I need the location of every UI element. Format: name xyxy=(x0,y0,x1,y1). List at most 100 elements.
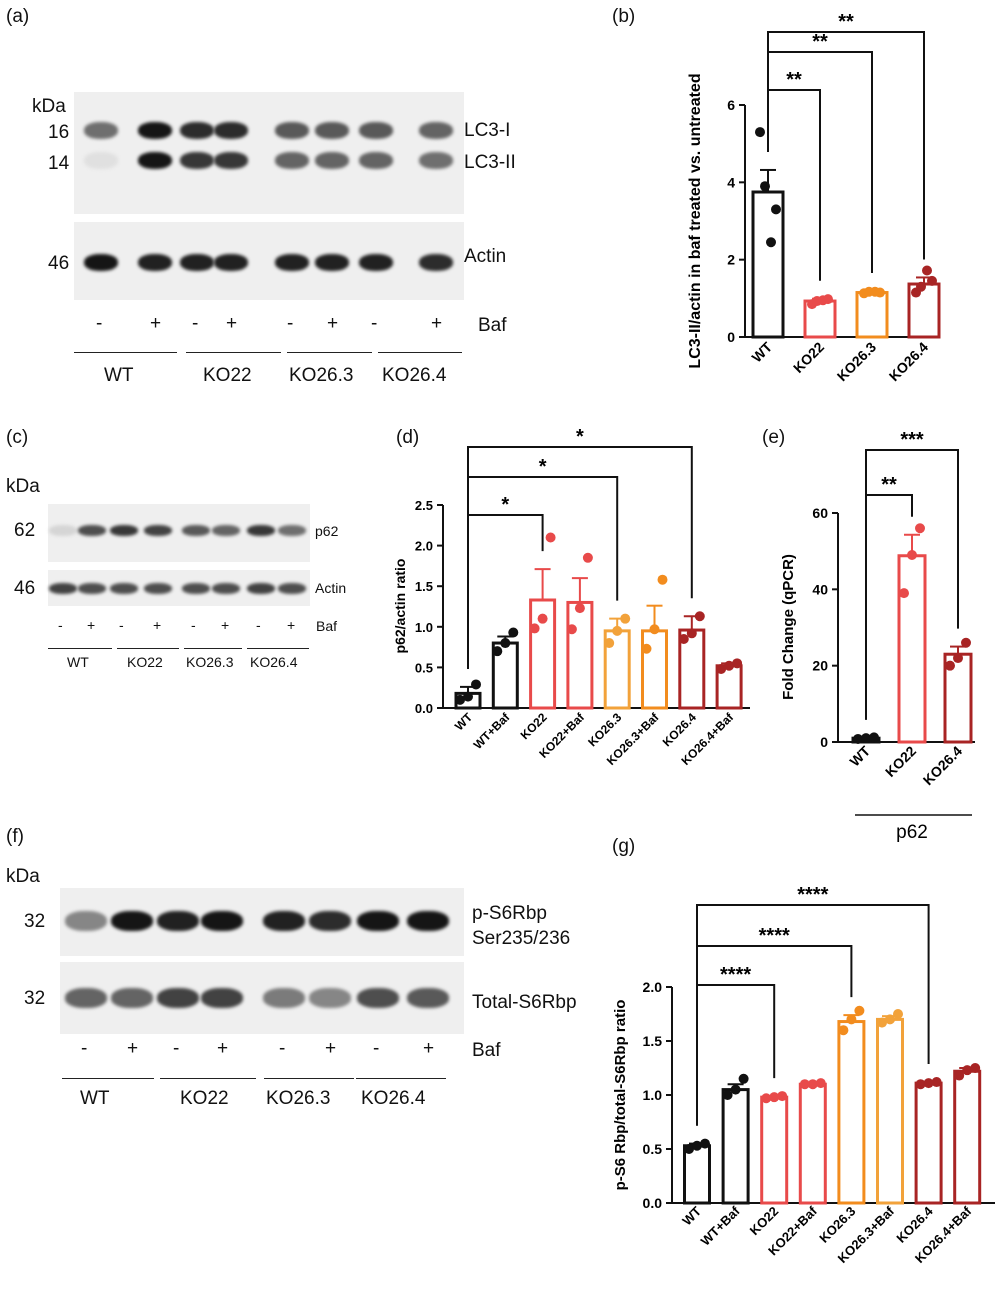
chart-0-point-4-2 xyxy=(916,281,926,292)
chart-1-point-5-1 xyxy=(604,638,615,649)
chart-1-point-8-1 xyxy=(716,664,727,675)
chart-3-point-2-1 xyxy=(722,1090,733,1100)
baf-sign-lane-1: - xyxy=(58,617,63,633)
band-p-s6rbp-lane-3 xyxy=(157,911,199,931)
band-p62-lane-3 xyxy=(110,524,138,536)
chart-2-sig-bracket-2 xyxy=(865,449,959,720)
chart-3-sig-label-2: **** xyxy=(759,925,790,947)
group-ko22: KO22 xyxy=(127,654,163,670)
group-ko263: KO26.3 xyxy=(289,365,354,386)
group-wt: WT xyxy=(80,1088,110,1109)
mw-46: 46 xyxy=(14,578,36,599)
chart-3-category-label: WT+Baf xyxy=(698,1203,744,1249)
chart-1-sig-label-1: * xyxy=(501,494,509,516)
chart-0-category-label: KO22 xyxy=(790,339,827,376)
chart-1-point-4-2 xyxy=(574,603,585,614)
chart-2-point-2-3 xyxy=(915,523,925,534)
band-label-actin: Actin xyxy=(315,580,347,596)
band-label-ps6: p-S6Rbp xyxy=(472,903,547,924)
band-p62-lane-1 xyxy=(49,524,77,536)
band-total-s6rbp-lane-2 xyxy=(111,988,153,1008)
chart-1-sig-label-3: * xyxy=(576,426,584,448)
chart-0-category-label: KO26.4 xyxy=(886,339,932,385)
chart-1-y-tick-label: 0.0 xyxy=(415,701,433,716)
chart-1-point-4-3 xyxy=(582,552,593,563)
chart-3-point-4-1 xyxy=(799,1079,810,1090)
band-lc3-i-lane-5 xyxy=(275,121,309,139)
chart-2-sig-label-2: *** xyxy=(900,429,924,451)
band-lc3-i-lane-6 xyxy=(315,121,349,139)
chart-1-point-6-1 xyxy=(641,643,652,654)
band-lc3-i-lane-8 xyxy=(419,121,453,139)
chart-0-point-4-3 xyxy=(927,275,937,286)
chart-2-point-1-3 xyxy=(869,732,879,743)
chart-1-bar-4 xyxy=(566,600,594,710)
chart-1-point-3-1 xyxy=(529,623,540,634)
panel-g-letter: (g) xyxy=(612,836,636,857)
chart-3-point-7-2 xyxy=(923,1078,934,1089)
chart-1-sig-label-2: * xyxy=(539,456,547,478)
chart-0-point-1-1 xyxy=(755,127,765,138)
chart-0-point-3-4 xyxy=(870,286,880,297)
band-total-s6rbp-lane-6 xyxy=(309,988,351,1008)
chart-3-point-8-2 xyxy=(962,1065,973,1076)
group-ko263: KO26.3 xyxy=(266,1088,331,1109)
chart-3-point-1-1 xyxy=(684,1144,694,1154)
chart-3-point-6-1 xyxy=(877,1017,887,1028)
kda-label: kDa xyxy=(32,96,66,117)
baf-sign-lane-3: - xyxy=(173,1038,180,1059)
chart-0-y-tick-label: 2 xyxy=(727,252,735,268)
baf-sign-lane-5: - xyxy=(287,313,294,334)
group-line-ko22 xyxy=(186,352,281,353)
band-lc3-ii-lane-1 xyxy=(84,151,118,169)
band-lc3-ii-lane-2 xyxy=(138,151,172,169)
chart-3-sig-bracket-3 xyxy=(696,904,930,1126)
band-actin-lane-4 xyxy=(214,253,248,271)
chart-0-y-tick-label: 0 xyxy=(727,329,735,345)
chart-1-y-label: p62/actin ratio xyxy=(392,559,408,654)
band-actin-lane-4 xyxy=(144,582,172,594)
band-label-actin: Actin xyxy=(464,246,507,267)
band-actin-lane-7 xyxy=(359,253,393,271)
band-lc3-ii-lane-4 xyxy=(214,151,248,169)
chart-1-point-6-3 xyxy=(657,574,668,585)
band-actin-lane-1 xyxy=(49,582,77,594)
chart-3-y-tick-label: 1.5 xyxy=(643,1033,663,1049)
chart-1-category-label: WT xyxy=(452,710,476,734)
baf-sign-lane-4: + xyxy=(226,313,238,334)
band-actin-lane-6 xyxy=(315,253,349,271)
band-total-s6rbp-lane-5 xyxy=(263,988,305,1008)
chart-3-point-5-3 xyxy=(854,1005,865,1016)
chart-0-bar-3 xyxy=(855,291,889,339)
chart-3-bar-8 xyxy=(953,1069,982,1205)
band-label-lc3-ii: LC3-II xyxy=(464,152,516,173)
group-ko263: KO26.3 xyxy=(186,654,234,670)
chart-0-bar-1 xyxy=(751,190,785,339)
chart-3-point-3-1 xyxy=(761,1093,772,1104)
chart-1-point-7-1 xyxy=(678,633,689,644)
chart-2-sig-bracket-1 xyxy=(865,494,913,720)
chart-3-point-6-3 xyxy=(893,1009,903,1019)
group-line-wt xyxy=(48,648,112,649)
chart-3-point-3-2 xyxy=(769,1092,780,1103)
baf-sign-lane-6: + xyxy=(325,1038,337,1059)
chart-3-point-8-3 xyxy=(970,1063,981,1073)
chart-2-sig-label-1: ** xyxy=(881,474,897,496)
group-line-ko22 xyxy=(117,648,179,649)
chart-3-bar-3 xyxy=(760,1095,789,1205)
chart-1-y-tick-label: 1.5 xyxy=(415,579,433,594)
chart-1-point-5-2 xyxy=(612,625,623,636)
group-ko264: KO26.4 xyxy=(250,654,298,670)
baf-sign-lane-5: - xyxy=(191,617,196,633)
chart-2-point-2-2 xyxy=(907,549,917,560)
chart-3-y-tick-label: 1.0 xyxy=(643,1087,663,1103)
baf-sign-lane-8: + xyxy=(431,313,443,334)
chart-3-point-1-2 xyxy=(692,1140,702,1151)
chart-1-point-6-2 xyxy=(649,624,660,635)
lc3-blot xyxy=(74,92,464,214)
baf-sign-lane-6: + xyxy=(327,313,339,334)
band-p-s6rbp-lane-7 xyxy=(357,911,399,931)
chart-3-y-label: p-S6 Rbp/total-S6Rbp ratio xyxy=(612,1000,629,1191)
chart-3-sig-label-3: **** xyxy=(797,884,828,906)
baf-sign-lane-7: - xyxy=(373,1038,380,1059)
